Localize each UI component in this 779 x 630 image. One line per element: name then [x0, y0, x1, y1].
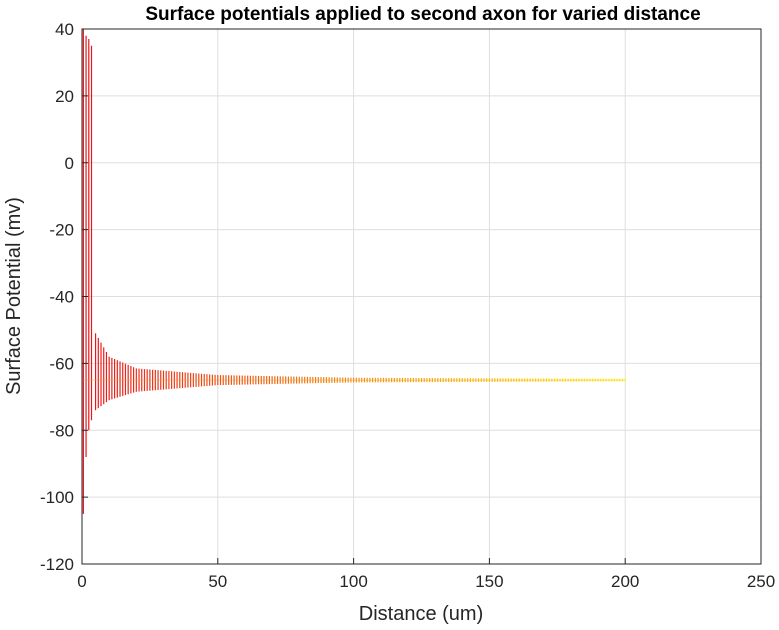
x-tick-label: 100 [339, 572, 367, 591]
y-tick-label: -120 [40, 555, 74, 574]
chart-title: Surface potentials applied to second axo… [145, 4, 700, 25]
y-tick-label: -40 [49, 288, 74, 307]
y-tick-label: -20 [49, 221, 74, 240]
x-axis-label: Distance (um) [359, 603, 483, 625]
series-traces [82, 29, 626, 514]
y-tick-label: -100 [40, 488, 74, 507]
y-tick-label: 20 [55, 87, 74, 106]
x-tick-label: 150 [475, 572, 503, 591]
y-tick-label: 0 [65, 154, 74, 173]
y-tick-label: -60 [49, 354, 74, 373]
x-tick-label: 0 [77, 572, 86, 591]
y-axis-label: Surface Potential (mv) [3, 197, 25, 395]
y-tick-label: -80 [49, 421, 74, 440]
x-tick-label: 200 [611, 572, 639, 591]
x-tick-label: 50 [208, 572, 227, 591]
x-tick-label: 250 [747, 572, 775, 591]
y-tick-label: 40 [55, 20, 74, 39]
